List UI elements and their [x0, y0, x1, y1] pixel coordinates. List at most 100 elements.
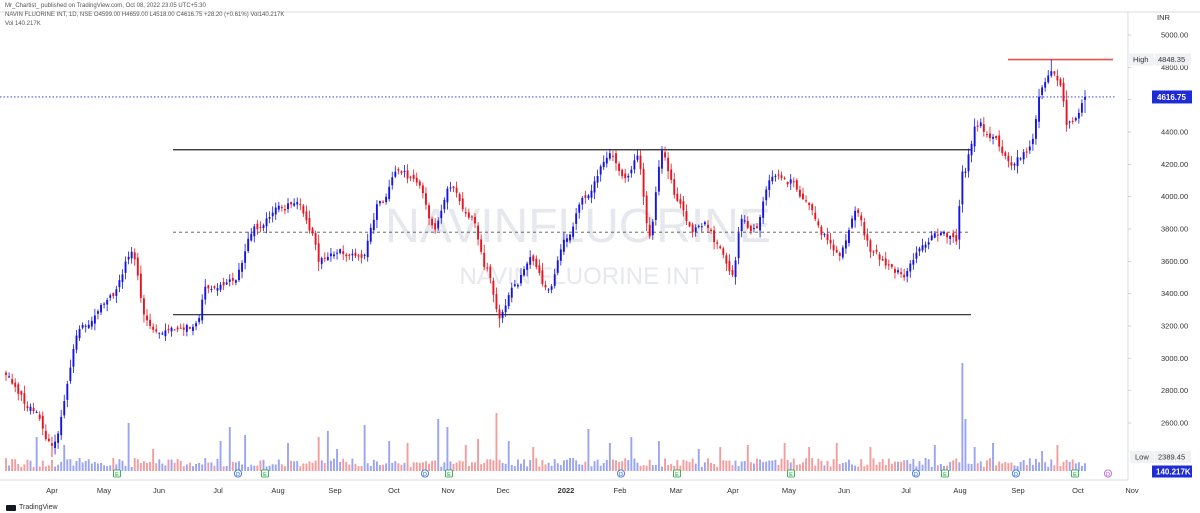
volume-bar: [890, 463, 893, 471]
volume-bar: [130, 466, 133, 471]
tradingview-footer[interactable]: TradingView: [6, 504, 58, 511]
candle-body: [1013, 164, 1016, 166]
candle-body: [786, 181, 789, 185]
candle-body: [774, 175, 777, 177]
volume-bar: [780, 458, 783, 471]
volume-tag[interactable]: [1152, 465, 1192, 478]
candle-body: [964, 171, 967, 173]
earnings-marker[interactable]: [1071, 469, 1079, 478]
candle-body: [841, 247, 844, 258]
volume-bar: [559, 465, 562, 471]
candle-body: [477, 225, 480, 240]
candle-body: [342, 251, 345, 255]
volume-bar: [734, 460, 737, 471]
candle-body: [185, 324, 188, 332]
candle-body: [516, 284, 519, 287]
candle-body: [360, 254, 363, 258]
volume-bar: [1007, 463, 1010, 471]
dividend-marker[interactable]: [233, 469, 242, 478]
candle-body: [142, 298, 145, 315]
volume-bar: [201, 464, 204, 471]
earnings-marker[interactable]: [941, 469, 949, 478]
candle-body: [608, 153, 611, 159]
volume-bar: [354, 463, 357, 471]
volume-legend[interactable]: Vol 140.217K: [5, 21, 41, 27]
event-marker-label: E: [263, 472, 267, 478]
candle-body: [241, 262, 243, 272]
candle-body: [762, 201, 765, 218]
dividend-marker[interactable]: [912, 469, 921, 478]
volume-bar: [449, 461, 452, 471]
volume-bar: [768, 460, 771, 471]
volume-bar: [562, 460, 565, 471]
candle-body: [118, 280, 121, 288]
candle-body: [81, 324, 84, 328]
candle-body: [234, 280, 237, 283]
volume-bar: [26, 459, 29, 471]
volume-bar: [63, 445, 66, 471]
candle-body: [219, 284, 222, 290]
volume-bar: [707, 458, 709, 471]
candle-body: [139, 273, 142, 298]
volume-bar: [421, 462, 424, 471]
volume-bar: [32, 466, 35, 471]
volume-bar: [771, 460, 774, 471]
volume-bar: [440, 466, 443, 471]
volume-bar: [1062, 461, 1065, 471]
candle-body: [363, 254, 366, 256]
candle-body: [777, 174, 780, 176]
trendlines: [0, 58, 1128, 316]
volume-bar: [90, 463, 93, 471]
volume-bar: [1053, 465, 1056, 471]
earnings-marker[interactable]: [113, 469, 121, 478]
volume-bar: [688, 462, 691, 471]
volume-bar: [900, 461, 903, 471]
candle-body: [792, 181, 795, 183]
watermark-name: NAVIN FLUORINE INT: [460, 263, 705, 290]
candle-body: [90, 320, 93, 327]
candle-body: [296, 202, 299, 205]
volume-bar: [1041, 451, 1044, 471]
candle-body: [51, 443, 53, 446]
volume-bar: [973, 447, 976, 471]
candle-body: [713, 230, 716, 243]
earnings-marker[interactable]: [261, 469, 269, 478]
price-scale-bg: [1116, 0, 1200, 513]
volume-bar: [78, 458, 81, 471]
earnings-marker[interactable]: [787, 469, 795, 478]
candle-body: [572, 226, 575, 237]
earnings-marker[interactable]: [445, 469, 453, 478]
volume-bar: [547, 462, 550, 471]
volume-bar: [814, 465, 817, 471]
earnings-marker[interactable]: [673, 469, 681, 478]
dividend-marker[interactable]: [1012, 469, 1021, 478]
candle-body: [418, 181, 421, 186]
last-price-tag[interactable]: [1152, 90, 1192, 104]
volume-bar: [627, 460, 630, 471]
event-marker-label: E: [943, 472, 947, 478]
candle-body: [802, 193, 804, 200]
event-marker-label: E: [675, 472, 679, 478]
candle-body: [611, 155, 614, 157]
volume-bar: [84, 460, 87, 471]
volume-bar: [210, 462, 213, 471]
volume-bar: [192, 466, 194, 471]
volume-bar: [1077, 462, 1080, 471]
volume-bar: [624, 458, 627, 471]
candle-body: [379, 201, 381, 204]
dividend-marker[interactable]: [1104, 469, 1113, 478]
ohlc-legend[interactable]: NAVIN FLUORINE INT, 1D, NSE O4599.00 H46…: [5, 12, 285, 18]
volume-bar: [789, 462, 792, 471]
candle-body: [182, 327, 185, 330]
dividend-marker[interactable]: [420, 469, 429, 478]
candle-body: [323, 257, 326, 259]
candle-body: [480, 239, 483, 252]
candle-body: [1077, 112, 1080, 119]
volume-bar: [244, 435, 247, 471]
volume-bar: [54, 466, 56, 471]
dividend-marker[interactable]: [617, 469, 626, 478]
candle-body: [369, 227, 372, 242]
candle-body: [366, 240, 369, 258]
